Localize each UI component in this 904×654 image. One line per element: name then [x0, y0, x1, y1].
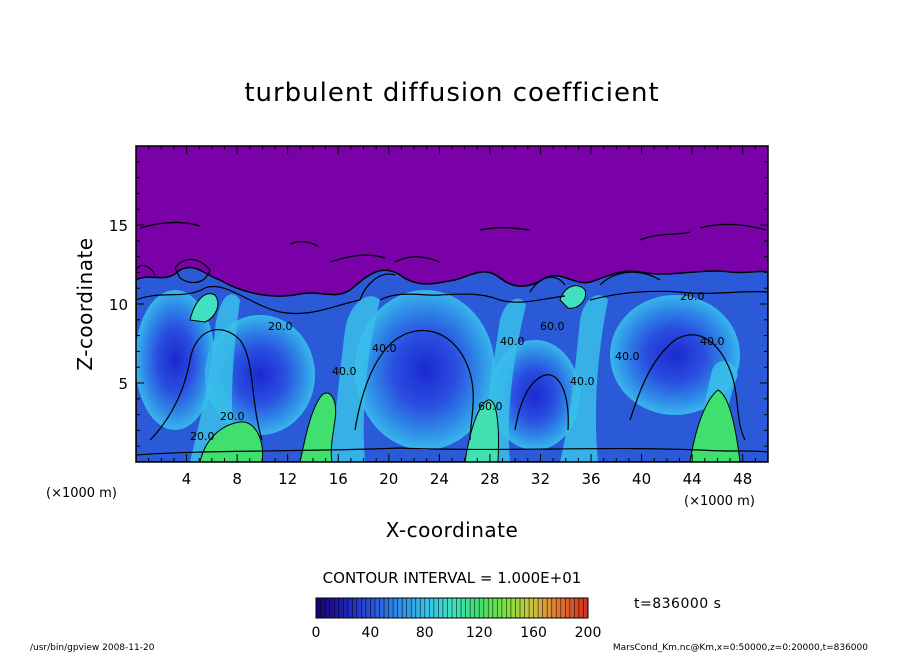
high-diffusion-patch: [299, 392, 337, 462]
colorbar-ticks: 0 40 80 120 160 200: [312, 625, 602, 641]
colorbar-frame: [315, 597, 589, 619]
x-tick-label: 12: [278, 470, 297, 488]
colorbar-tick-label: 120: [466, 625, 493, 641]
x-axis-ticks: 4 8 12 16 20 24 28 32 36 40 44 48: [135, 146, 769, 488]
contour-label: 20.0: [268, 320, 293, 333]
x-axis-label: X-coordinate: [386, 518, 519, 542]
high-diffusion-patch: [189, 293, 219, 323]
x-axis-unit-right: (×1000 m): [684, 494, 755, 509]
contour-label: 20.0: [680, 290, 705, 303]
footer-left: /usr/bin/gpview 2008-11-20: [30, 643, 155, 653]
contour-label: 40.0: [615, 350, 640, 363]
vortex-cell: [136, 290, 215, 430]
chart-title: turbulent diffusion coefficient: [244, 78, 659, 108]
contour-label: 60.0: [540, 320, 565, 333]
x-tick-label: 16: [329, 470, 348, 488]
x-tick-label: 24: [430, 470, 449, 488]
colorbar: 0 40 80 120 160 200: [312, 597, 602, 641]
upper-speckles: [139, 221, 767, 263]
y-tick-label: 10: [109, 296, 128, 314]
contour-label-group: 20.0 40.0 60.0 40.0 20.0 20.0 40.0 60.0 …: [190, 290, 725, 443]
colorbar-tick-label: 0: [312, 625, 321, 641]
footer-right: MarsCond_Km.nc@Km,x=0:50000,z=0:20000,t=…: [613, 643, 868, 653]
y-axis-ticks: 5 10 15: [109, 145, 768, 463]
plot-area: 20.0 40.0 60.0 40.0 20.0 20.0 40.0 60.0 …: [136, 146, 768, 462]
x-tick-label: 28: [480, 470, 499, 488]
contour-label: 40.0: [372, 342, 397, 355]
x-axis-unit-left: (×1000 m): [46, 486, 117, 501]
contour-label: 20.0: [190, 430, 215, 443]
plume: [330, 296, 380, 462]
x-tick-label: 20: [379, 470, 398, 488]
colorbar-stripes: [320, 598, 584, 618]
contour-label: 40.0: [332, 365, 357, 378]
colorbar-tick-label: 40: [361, 625, 379, 641]
x-tick-label: 36: [581, 470, 600, 488]
y-tick-label: 15: [109, 217, 128, 235]
contour-label: 60.0: [478, 400, 503, 413]
plume: [560, 295, 608, 462]
time-label: t=836000 s: [634, 596, 721, 612]
colorbar-tick-label: 160: [520, 625, 547, 641]
y-tick-label: 5: [118, 375, 128, 393]
contour-label: 40.0: [570, 375, 595, 388]
x-tick-label: 8: [232, 470, 242, 488]
x-tick-label: 32: [531, 470, 550, 488]
y-axis-label: Z-coordinate: [73, 237, 97, 370]
x-tick-label: 48: [733, 470, 752, 488]
high-diffusion-patch: [689, 389, 741, 462]
vortex-cell: [355, 290, 495, 450]
colorbar-tick-label: 80: [416, 625, 434, 641]
x-tick-label: 4: [182, 470, 192, 488]
contour-label: 20.0: [220, 410, 245, 423]
contour-label: 40.0: [500, 335, 525, 348]
contour-interval-label: CONTOUR INTERVAL = 1.000E+01: [323, 569, 582, 587]
contour-label: 40.0: [700, 335, 725, 348]
colorbar-tick-label: 200: [575, 625, 602, 641]
x-tick-label: 40: [632, 470, 651, 488]
high-diffusion-patch: [559, 285, 587, 309]
contour-lines: [136, 259, 768, 456]
x-tick-label: 44: [683, 470, 702, 488]
plume: [190, 294, 240, 462]
